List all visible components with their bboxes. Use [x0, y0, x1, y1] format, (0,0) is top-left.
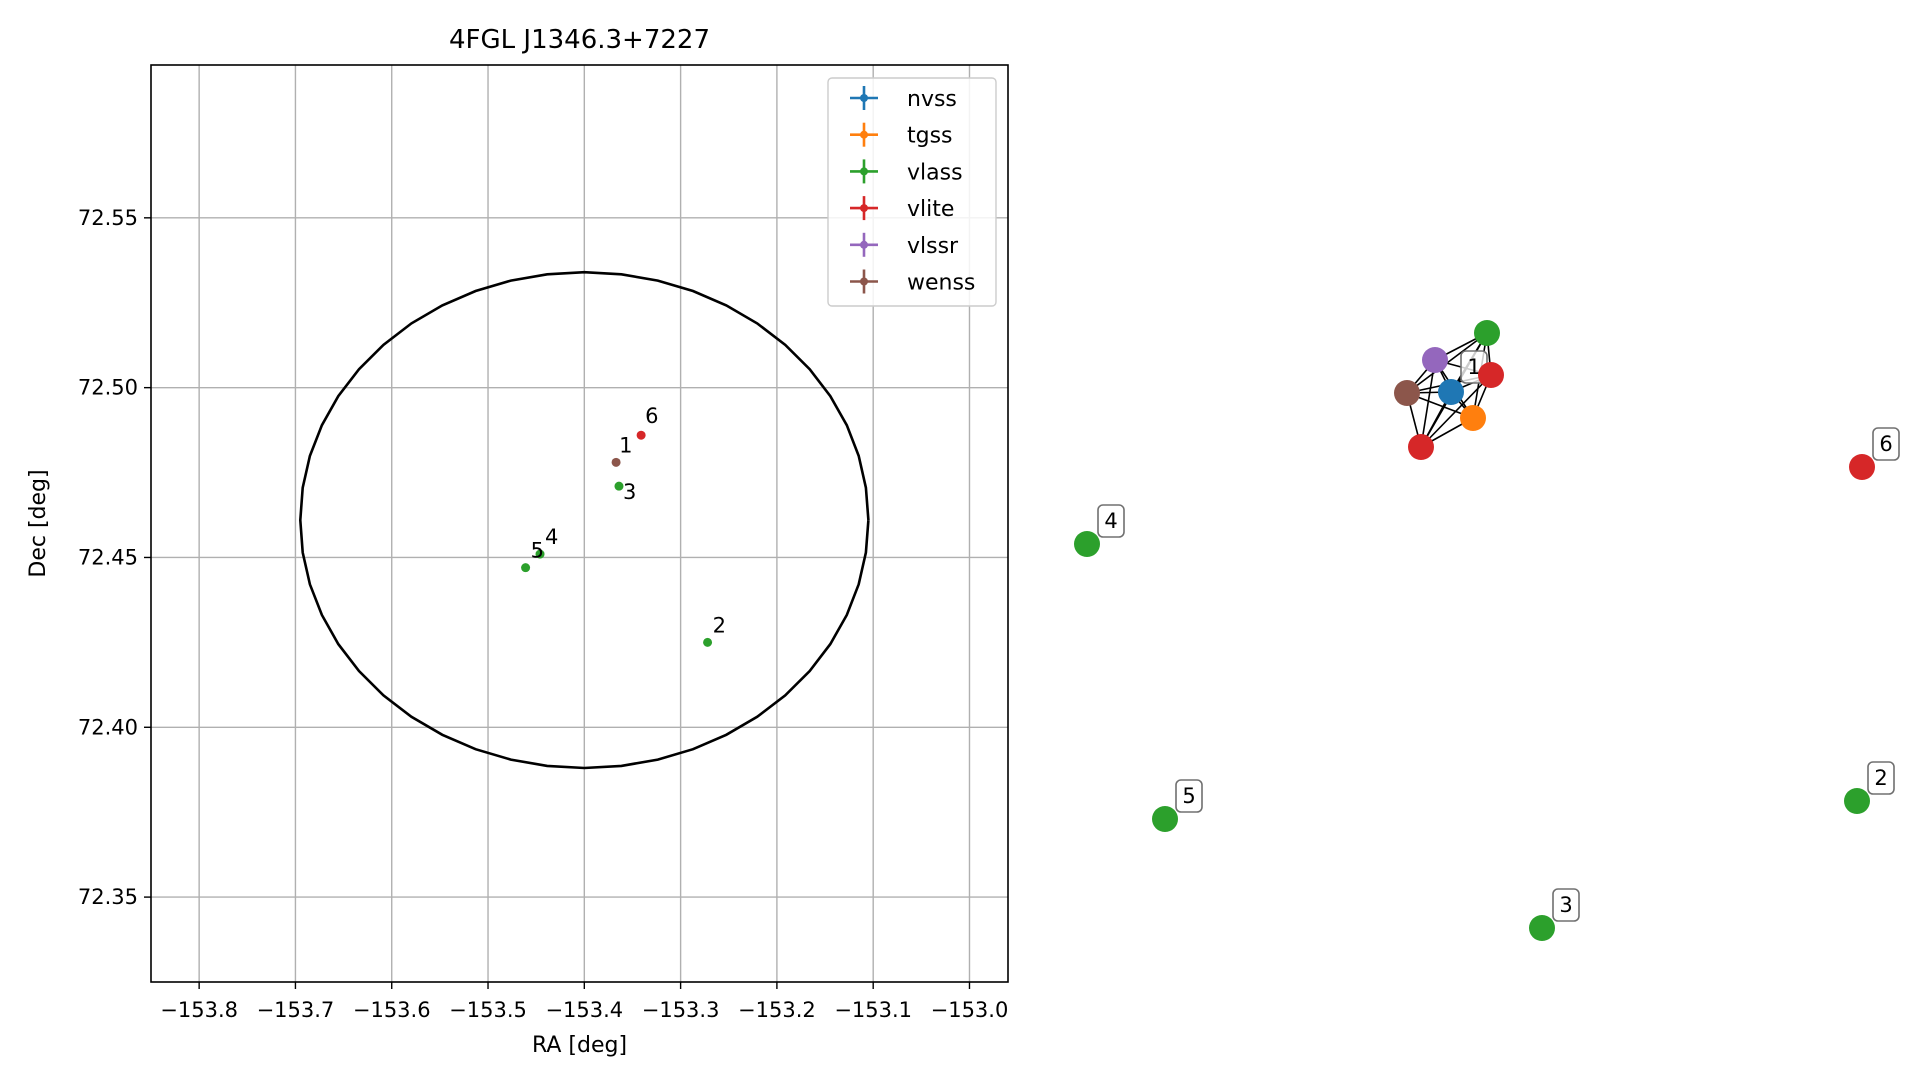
data-points: 2 3 45 61 [521, 404, 726, 647]
uncertainty-ellipse [298, 270, 870, 770]
data-point-vlite [636, 430, 646, 440]
node-label-box: 3 [1552, 888, 1580, 922]
node-label-frame [1552, 888, 1580, 922]
data-point-wenss [611, 457, 621, 467]
network-node [1529, 915, 1555, 941]
network-node [1474, 320, 1500, 346]
y-tick-label: 72.35 [78, 885, 138, 909]
node-label: 3 [1559, 893, 1572, 917]
legend-label-nvss: nvss [907, 87, 957, 112]
x-tick-label: −153.7 [257, 998, 335, 1022]
network-node [1394, 380, 1420, 406]
legend: nvss tgss vlass vlite vlssr wenss [827, 77, 997, 307]
network-node [1478, 362, 1504, 388]
network-node [1152, 806, 1178, 832]
legend-marker-nvss [860, 94, 868, 102]
network-edge [1420, 374, 1492, 448]
node-label-frame [1097, 504, 1125, 538]
legend-marker-vlite [860, 204, 868, 213]
node-label-box: 2 [1867, 761, 1895, 795]
node-label-box: 5 [1175, 779, 1203, 813]
plot-frame [150, 64, 1009, 983]
x-tick-label: −153.2 [738, 998, 816, 1022]
x-axis-label: RA [deg] [532, 1033, 627, 1058]
chart-title: 4FGL J1346.3+7227 [449, 25, 710, 55]
point-label: 2 [713, 613, 726, 637]
x-tick-label: −153.6 [353, 998, 431, 1022]
y-tick-label: 72.55 [78, 206, 138, 230]
node-label-box: 6 [1872, 427, 1900, 461]
node-label-frame [1867, 761, 1895, 795]
x-tick-label: −153.5 [449, 998, 527, 1022]
node-label: 6 [1879, 432, 1892, 456]
point-label: 4 [545, 525, 558, 549]
network-node [1422, 347, 1448, 373]
node-label-frame [1175, 779, 1203, 813]
node-label: 4 [1104, 509, 1117, 533]
network-node [1438, 379, 1464, 405]
data-point-vlass [703, 637, 713, 647]
network-node [1408, 434, 1434, 460]
network-nodes: 1 2 3 4 5 6 [1074, 320, 1900, 941]
x-tick-label: −153.4 [545, 998, 623, 1022]
legend-marker-tgss [860, 130, 868, 139]
x-tick-label: −153.8 [160, 998, 238, 1022]
legend-marker-vlssr [860, 240, 868, 249]
point-label: 5 [531, 539, 544, 563]
legend-label-vlass: vlass [907, 160, 963, 185]
point-label: 3 [623, 480, 636, 504]
node-label: 2 [1874, 766, 1887, 790]
y-tick-label: 72.50 [78, 376, 138, 400]
network-node [1849, 454, 1875, 480]
network-plot: 1 2 3 4 5 6 [1074, 320, 1900, 941]
legend-marker-vlass [860, 167, 868, 176]
point-label: 1 [619, 433, 632, 457]
data-point-vlass [535, 549, 545, 559]
y-axis-label: Dec [deg] [26, 469, 51, 577]
y-tick-label: 72.45 [78, 545, 138, 569]
axis-ticks: −153.8 −153.7 −153.6 −153.5 −153.4 −153.3 −153… [78, 206, 1008, 1022]
legend-label-vlssr: vlssr [907, 234, 959, 259]
x-tick-label: −153.3 [642, 998, 720, 1022]
legend-marker-wenss [860, 277, 868, 286]
node-label-box: 4 [1097, 504, 1125, 538]
data-point-vlass [614, 481, 624, 491]
network-node [1460, 405, 1486, 431]
network-node [1074, 531, 1100, 557]
data-point-vlass [521, 563, 531, 573]
node-label: 1 [1467, 355, 1480, 379]
network-edge [1420, 359, 1436, 448]
network-node [1844, 788, 1870, 814]
x-tick-label: −153.1 [834, 998, 912, 1022]
x-tick-label: −153.0 [931, 998, 1009, 1022]
legend-label-tgss: tgss [907, 124, 953, 149]
y-tick-label: 72.40 [78, 715, 138, 739]
node-label-frame [1872, 427, 1900, 461]
legend-label-vlite: vlite [907, 197, 954, 222]
point-label: 6 [645, 404, 658, 428]
legend-label-wenss: wenss [907, 271, 975, 296]
node-label: 5 [1182, 784, 1195, 808]
